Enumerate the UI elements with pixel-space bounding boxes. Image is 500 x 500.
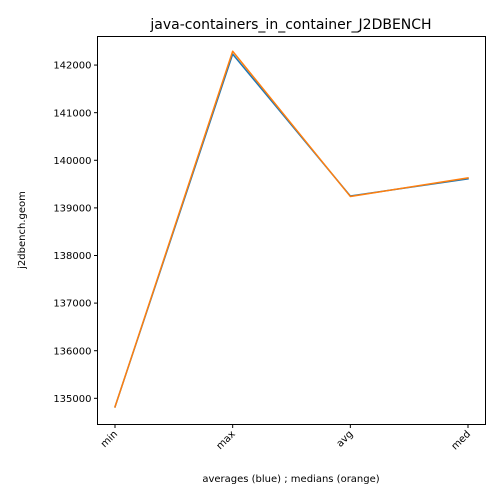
x-tick-label: min	[99, 429, 120, 450]
y-tick-label: 139000	[53, 203, 91, 214]
series-line-0	[114, 53, 469, 408]
y-tick-label: 138000	[53, 251, 91, 262]
y-tick-label: 137000	[53, 299, 91, 310]
series-layer	[114, 50, 469, 408]
y-axis: 135000 136000 137000 138000 139000 140000 1410…	[53, 61, 98, 405]
x-tick-label: avg	[335, 429, 356, 450]
series-line-1	[114, 50, 469, 408]
x-tick-label: max	[215, 429, 238, 452]
plot-frame	[97, 36, 486, 425]
x-axis-label: averages (blue) ; medians (orange)	[202, 474, 379, 485]
x-tick-label: med	[450, 429, 474, 453]
y-axis-label: j2dbench.geom	[17, 191, 28, 270]
y-tick-label: 140000	[53, 156, 91, 167]
y-tick-label: 135000	[53, 394, 91, 405]
y-tick-label: 136000	[53, 346, 91, 357]
y-tick-label: 142000	[53, 61, 91, 72]
y-tick-label: 141000	[53, 108, 91, 119]
chart-title: java-containers_in_container_J2DBENCH	[149, 17, 431, 33]
x-axis: min max avg med	[99, 424, 474, 453]
